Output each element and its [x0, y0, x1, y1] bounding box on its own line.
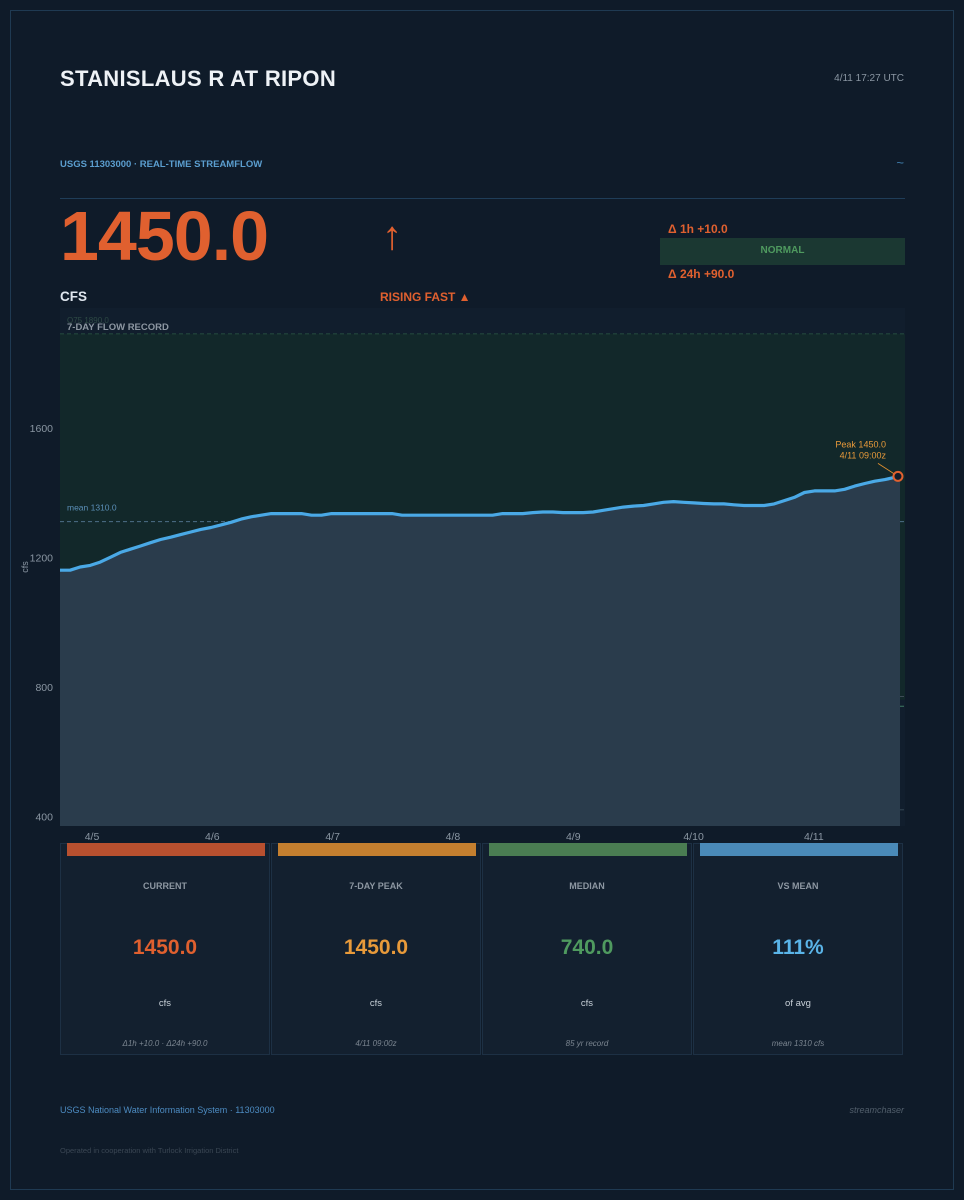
card-footnote: mean 1310 cfs: [771, 1039, 825, 1048]
y-tick-label: 400: [35, 811, 53, 823]
page-frame: [10, 10, 954, 1190]
wave-icon: ~: [896, 155, 904, 170]
x-tick-label: 4/5: [85, 831, 100, 843]
peak-marker: [892, 470, 904, 482]
card-unit: cfs: [580, 998, 594, 1009]
delta-24h: Δ 24h +90.0: [668, 267, 735, 281]
update-timestamp: 4/11 17:27 UTC: [834, 73, 904, 84]
x-tick-label: 4/8: [446, 831, 461, 843]
header-divider: [60, 198, 905, 199]
gauge-subtitle: USGS 11303000 · REAL-TIME STREAMFLOW: [60, 159, 263, 170]
card-value: 1450.0: [132, 936, 198, 959]
card-footnote: 85 yr record: [565, 1039, 609, 1048]
footer-brand: streamchaser: [849, 1105, 904, 1115]
x-tick-label: 4/10: [683, 831, 704, 843]
x-tick-label: 4/6: [205, 831, 220, 843]
chart-title: 7-DAY FLOW RECORD: [67, 322, 169, 333]
card-unit: cfs: [158, 998, 172, 1009]
flow-line: [60, 474, 901, 572]
card-unit: of avg: [785, 998, 811, 1009]
card-value: 1450.0: [343, 936, 409, 959]
stat-card-current: CURRENT 1450.0 cfs Δ1h +10.0 · Δ24h +90.0: [60, 843, 270, 1055]
x-tick-label: 4/9: [566, 831, 581, 843]
status-badge: NORMAL: [660, 238, 905, 265]
card-label: MEDIAN: [569, 881, 605, 891]
x-tick-label: 4/11: [804, 831, 824, 843]
stat-card-median: MEDIAN 740.0 cfs 85 yr record: [482, 843, 692, 1055]
station-title: STANISLAUS R AT RIPON: [60, 66, 337, 91]
flow-area: [60, 476, 900, 826]
card-footnote: 4/11 09:00z: [355, 1039, 397, 1048]
trend-arrow-icon: ↑: [382, 214, 402, 258]
footer-cooperation: Operated in cooperation with Turlock Irr…: [60, 1146, 239, 1155]
card-label: CURRENT: [143, 881, 187, 891]
peak-leader-line: [877, 462, 896, 475]
y-tick-label: 1200: [30, 552, 54, 564]
card-footnote: Δ1h +10.0 · Δ24h +90.0: [122, 1039, 208, 1048]
x-tick-label: 4/7: [325, 831, 340, 843]
card-value: 111%: [772, 936, 824, 959]
current-flow-value: 1450.0: [60, 197, 269, 275]
peak-label-value: Peak 1450.0: [835, 439, 886, 449]
card-label: VS MEAN: [777, 881, 819, 891]
mean-label: mean 1310.0: [67, 503, 117, 513]
stat-card-7-day-peak: 7-DAY PEAK 1450.0 cfs 4/11 09:00z: [271, 843, 481, 1055]
card-accent-bar: [67, 843, 265, 856]
card-value: 740.0: [560, 936, 614, 959]
peak-label-time: 4/11 09:00z: [840, 450, 887, 460]
card-accent-bar: [700, 843, 898, 856]
y-tick-label: 800: [35, 682, 53, 694]
y-tick-label: 1600: [30, 423, 54, 435]
footer-source: USGS National Water Information System ·…: [60, 1105, 275, 1115]
card-accent-bar: [489, 843, 687, 856]
flow-chart: 400 800 1200 1600 4/5 4/6 4/7 4/8 4/9 4/10 4/11 Q…: [20, 315, 905, 843]
delta-1h: Δ 1h +10.0: [668, 222, 728, 236]
card-label: 7-DAY PEAK: [349, 881, 403, 891]
band-top-label: Q75 1890.0: [67, 316, 109, 325]
card-accent-bar: [278, 843, 476, 856]
current-flow-unit: CFS: [60, 289, 87, 304]
trend-label: RISING FAST ▲: [380, 290, 471, 304]
y-axis-label: cfs: [20, 561, 30, 573]
card-unit: cfs: [369, 998, 383, 1009]
stat-card-vs-mean: VS MEAN 111% of avg mean 1310 cfs: [693, 843, 903, 1055]
